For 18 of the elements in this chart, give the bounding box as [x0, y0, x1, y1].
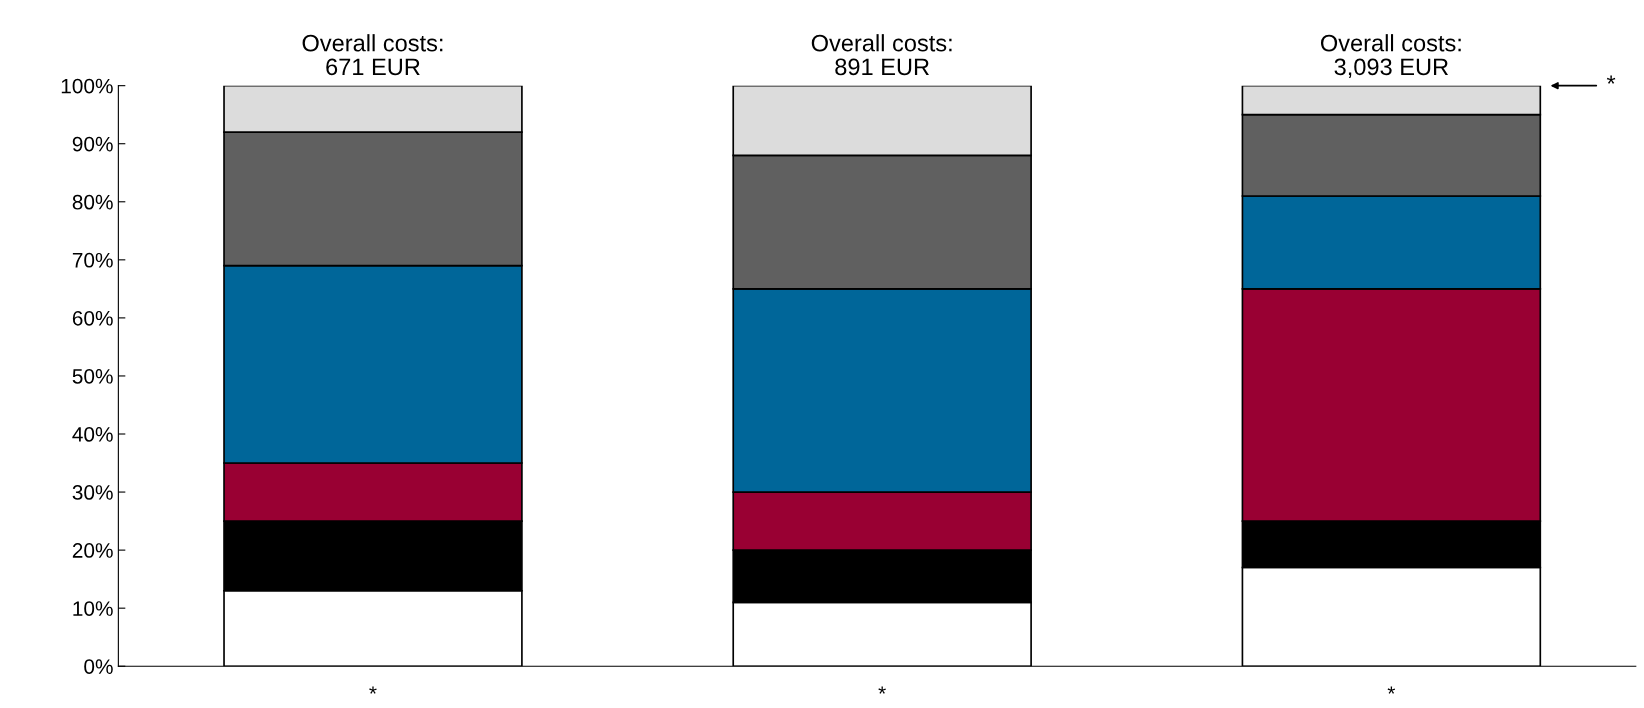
y-tick-label: 50%: [72, 368, 113, 384]
y-tick-label: 100%: [61, 78, 113, 94]
y-tick-label: 30%: [72, 485, 113, 500]
x-tick-label: *: [878, 686, 886, 694]
text: Overall costs: 671 EUR: [302, 34, 443, 76]
y-tick-label: 60%: [72, 310, 113, 326]
x-tick-label: *: [369, 686, 377, 694]
y-tick-label: 90%: [72, 136, 113, 152]
text: Overall costs: 3,093 EUR: [1320, 34, 1461, 78]
y-tick-label: 80%: [72, 194, 113, 210]
x-tick-label: *: [1387, 686, 1396, 694]
text: *: [1606, 75, 1616, 84]
y-tick-label: 70%: [72, 252, 113, 268]
y-tick-label: 0%: [84, 659, 113, 674]
y-tick-label: 10%: [73, 601, 113, 616]
y-tick-label: 40%: [72, 427, 113, 442]
y-tick-label: 20%: [72, 543, 113, 558]
text: Overall costs: 891 EUR: [811, 34, 952, 76]
